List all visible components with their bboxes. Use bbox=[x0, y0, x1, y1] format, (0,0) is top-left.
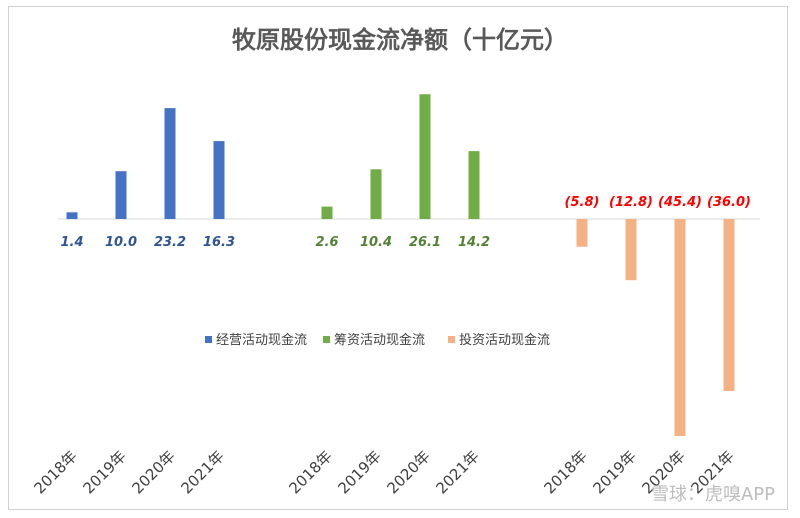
legend-label-2: 投资活动现金流 bbox=[459, 332, 550, 348]
x-tick-s0-1: 2019年 bbox=[79, 447, 129, 497]
x-tick-s1-2: 2020年 bbox=[383, 447, 433, 497]
data-label-s0-2: 23.2 bbox=[154, 235, 186, 250]
bar-s0-2 bbox=[164, 108, 176, 219]
data-label-s1-2: 26.1 bbox=[409, 235, 441, 250]
legend-swatch-2 bbox=[448, 336, 455, 343]
x-tick-s0-2: 2020年 bbox=[128, 447, 178, 497]
bar-s2-3 bbox=[723, 219, 735, 392]
bar-group bbox=[66, 94, 735, 436]
data-label-s2-0: (5.8) bbox=[565, 195, 600, 210]
chart-title: 牧原股份现金流净额（十亿元） bbox=[232, 26, 568, 54]
x-tick-s2-1: 2019年 bbox=[589, 447, 639, 497]
x-tick-s1-3: 2021年 bbox=[432, 447, 482, 497]
bar-s1-0 bbox=[321, 206, 333, 219]
data-label-group: 1.4 10.0 23.2 16.3 2.6 10.4 26.1 14.2 (5.8) (12.8… bbox=[60, 195, 751, 250]
x-tick-s0-3: 2021年 bbox=[177, 447, 227, 497]
bar-s0-0 bbox=[66, 212, 78, 219]
legend-label-1: 筹资活动现金流 bbox=[334, 332, 425, 348]
legend-swatch-0 bbox=[205, 336, 212, 343]
x-tick-s0-0: 2018年 bbox=[30, 447, 80, 497]
data-label-s0-1: 10.0 bbox=[105, 235, 137, 250]
bar-s2-0 bbox=[576, 219, 588, 247]
x-tick-s1-0: 2018年 bbox=[285, 447, 335, 497]
data-label-s2-3: (36.0) bbox=[707, 195, 751, 210]
data-label-s1-3: 14.2 bbox=[458, 235, 490, 250]
data-label-s2-2: (45.4) bbox=[658, 195, 702, 210]
bar-s2-1 bbox=[625, 219, 637, 281]
legend: 经营活动现金流 筹资活动现金流 投资活动现金流 bbox=[205, 332, 550, 348]
bar-s1-2 bbox=[419, 94, 431, 219]
bar-s2-2 bbox=[674, 219, 686, 436]
data-label-s1-1: 10.4 bbox=[360, 235, 392, 250]
data-label-s2-1: (12.8) bbox=[609, 195, 653, 210]
data-label-s0-0: 1.4 bbox=[60, 235, 83, 250]
bar-s1-1 bbox=[370, 169, 382, 219]
chart-frame bbox=[8, 6, 788, 510]
legend-swatch-1 bbox=[323, 336, 330, 343]
bar-s0-3 bbox=[213, 141, 225, 219]
x-tick-s1-1: 2019年 bbox=[334, 447, 384, 497]
watermark: 雪球：虎嗅APP bbox=[651, 484, 775, 505]
data-label-s1-0: 2.6 bbox=[315, 235, 338, 250]
legend-label-0: 经营活动现金流 bbox=[216, 332, 307, 348]
bar-s1-3 bbox=[468, 151, 480, 219]
bar-s0-1 bbox=[115, 171, 127, 219]
x-tick-s2-0: 2018年 bbox=[540, 447, 590, 497]
data-label-s0-3: 16.3 bbox=[203, 235, 235, 250]
